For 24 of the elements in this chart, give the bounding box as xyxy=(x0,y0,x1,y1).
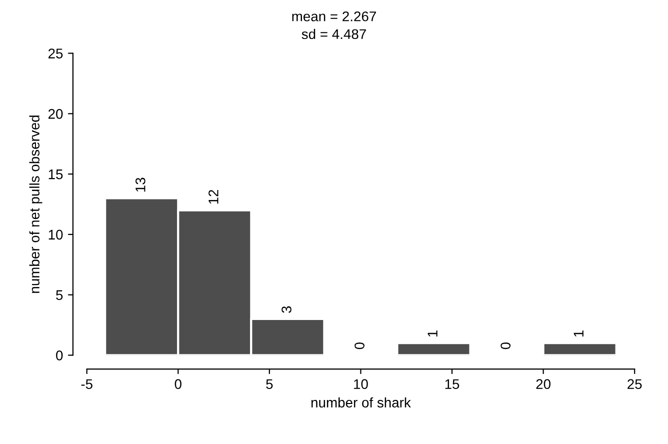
data-label: 1 xyxy=(574,330,584,337)
data-label: 13 xyxy=(136,178,146,192)
x-tick-label: -5 xyxy=(81,379,92,390)
data-label: 1 xyxy=(428,330,438,337)
y-tick-label: 0 xyxy=(56,350,63,360)
x-axis-title: number of shark xyxy=(311,397,411,408)
y-tick-label: 5 xyxy=(56,290,63,300)
x-tick-label: 10 xyxy=(354,379,368,390)
x-tick-label: 15 xyxy=(445,379,460,390)
chart-subtitle: sd = 4.487 xyxy=(302,28,366,40)
y-axis-title: number of net pulls observed xyxy=(29,116,42,293)
y-tick-label: 10 xyxy=(48,230,63,240)
x-tick-label: 20 xyxy=(536,379,550,390)
chart-title: mean = 2.267 xyxy=(292,11,376,22)
y-tick-label: 20 xyxy=(48,109,63,119)
x-tick-label: 5 xyxy=(266,379,273,390)
y-tick-label: 15 xyxy=(48,170,63,180)
y-tick-label: 25 xyxy=(48,48,63,58)
x-tick-label: 25 xyxy=(628,379,642,390)
data-label: 0 xyxy=(500,342,511,350)
data-label: 12 xyxy=(208,190,218,204)
data-label: 3 xyxy=(282,306,292,313)
x-tick-label: 0 xyxy=(174,379,182,390)
data-label: 0 xyxy=(354,342,364,350)
